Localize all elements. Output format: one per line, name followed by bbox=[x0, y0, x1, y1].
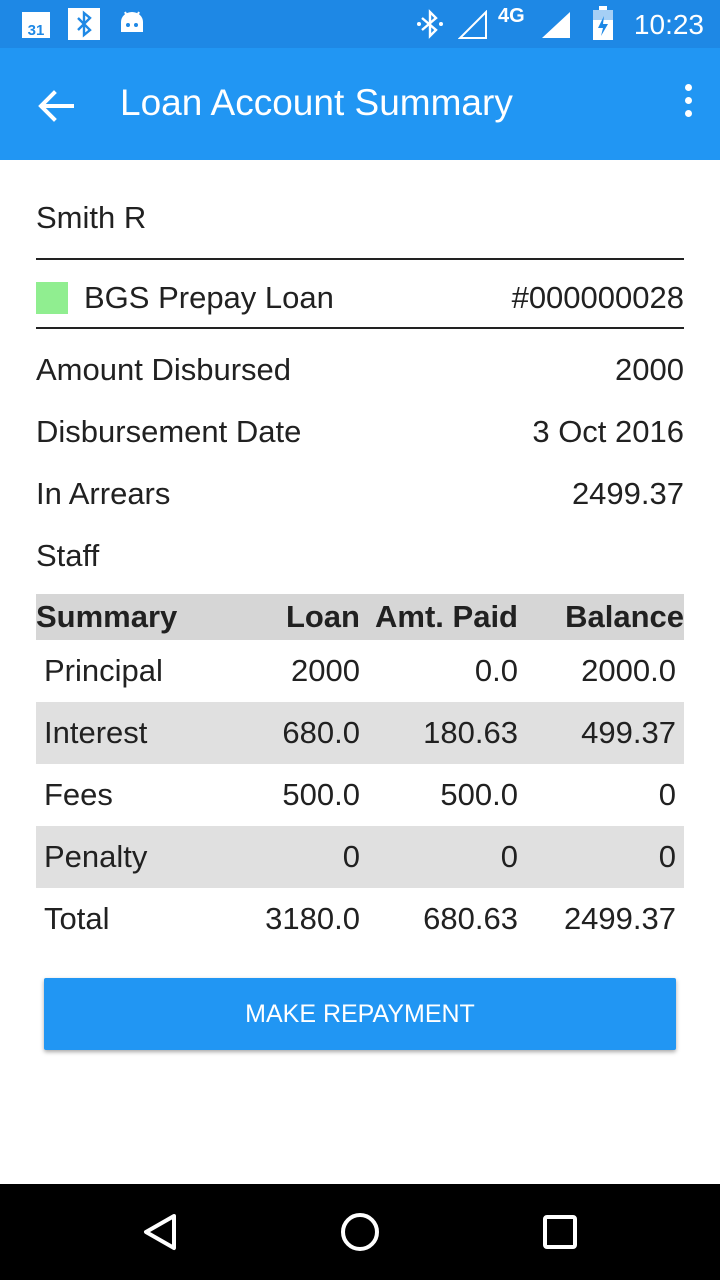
table-cell: 0 bbox=[360, 826, 518, 888]
detail-row-disbursement-date: Disbursement Date 3 Oct 2016 bbox=[36, 414, 684, 454]
loan-product-name: BGS Prepay Loan bbox=[84, 280, 334, 315]
summary-table: Summary Loan Amt. Paid Balance Principal… bbox=[36, 594, 684, 950]
detail-label: Amount Disbursed bbox=[36, 352, 292, 387]
status-bar: 31 4G 10:23 bbox=[0, 0, 720, 48]
table-row: Principal 2000 0.0 2000.0 bbox=[36, 640, 684, 702]
table-cell: 2000 bbox=[291, 653, 360, 688]
table-row-total: Total 3180.0 680.63 2499.37 bbox=[36, 888, 684, 950]
loan-account-number: #000000028 bbox=[511, 280, 684, 315]
divider bbox=[36, 327, 684, 329]
table-row: Penalty 0 0 0 bbox=[36, 826, 684, 888]
detail-row-amount-disbursed: Amount Disbursed 2000 bbox=[36, 352, 684, 392]
table-cell: 0 bbox=[518, 826, 684, 888]
table-cell: 680.0 bbox=[236, 702, 360, 764]
back-triangle-icon[interactable] bbox=[136, 1208, 184, 1256]
detail-label: Disbursement Date bbox=[36, 414, 302, 449]
table-cell: 0 bbox=[658, 777, 676, 812]
table-header-row: Summary Loan Amt. Paid Balance bbox=[36, 594, 684, 640]
status-time: 10:23 bbox=[633, 9, 704, 40]
home-circle-icon[interactable] bbox=[336, 1208, 384, 1256]
make-repayment-button[interactable]: MAKE REPAYMENT bbox=[44, 978, 676, 1050]
bluetooth-icon bbox=[417, 9, 443, 39]
signal-empty-icon bbox=[458, 10, 487, 39]
table-cell: 499.37 bbox=[518, 702, 684, 764]
table-cell: 680.63 bbox=[423, 901, 518, 936]
column-header: Balance bbox=[518, 594, 684, 640]
table-cell: 2000.0 bbox=[581, 653, 676, 688]
table-cell: 180.63 bbox=[360, 702, 518, 764]
calendar-icon: 31 bbox=[22, 12, 50, 39]
client-name: Smith R bbox=[36, 200, 147, 235]
detail-value: 3 Oct 2016 bbox=[532, 414, 684, 449]
column-header: Summary bbox=[36, 594, 236, 640]
signal-full-icon bbox=[542, 12, 570, 38]
loan-status-indicator bbox=[36, 282, 68, 314]
recents-square-icon[interactable] bbox=[536, 1208, 584, 1256]
page-title: Loan Account Summary bbox=[120, 82, 513, 123]
back-arrow-icon[interactable] bbox=[28, 78, 84, 134]
loan-product-row: BGS Prepay Loan #000000028 bbox=[36, 278, 684, 318]
column-header: Amt. Paid bbox=[360, 594, 518, 640]
table-cell: 2499.37 bbox=[563, 901, 676, 936]
app-bar: Loan Account Summary bbox=[0, 48, 720, 160]
detail-row-in-arrears: In Arrears 2499.37 bbox=[36, 476, 684, 516]
divider bbox=[36, 258, 684, 260]
network-type: 4G bbox=[498, 5, 525, 27]
bluetooth-icon bbox=[68, 8, 100, 40]
table-cell: Principal bbox=[44, 653, 163, 688]
table-cell: 500.0 bbox=[440, 777, 518, 812]
detail-label: Staff bbox=[36, 538, 100, 573]
table-cell: Fees bbox=[44, 777, 113, 812]
table-cell: 500.0 bbox=[282, 777, 360, 812]
table-cell: 0.0 bbox=[474, 653, 518, 688]
detail-label: In Arrears bbox=[36, 476, 171, 511]
column-header: Loan bbox=[236, 594, 360, 640]
detail-value: 2499.37 bbox=[571, 476, 684, 511]
android-icon bbox=[121, 11, 143, 32]
more-vert-icon[interactable] bbox=[678, 84, 698, 124]
table-cell: Penalty bbox=[36, 826, 236, 888]
detail-row-staff: Staff bbox=[36, 538, 684, 578]
table-cell: 0 bbox=[236, 826, 360, 888]
system-nav-bar bbox=[0, 1184, 720, 1280]
table-cell: 3180.0 bbox=[265, 901, 360, 936]
calendar-day: 31 bbox=[28, 22, 45, 39]
table-row: Fees 500.0 500.0 0 bbox=[36, 764, 684, 826]
table-row: Interest 680.0 180.63 499.37 bbox=[36, 702, 684, 764]
detail-value: 2000 bbox=[615, 352, 684, 387]
battery-charging-icon bbox=[593, 6, 613, 40]
table-cell: Total bbox=[44, 901, 110, 936]
table-cell: Interest bbox=[36, 702, 236, 764]
